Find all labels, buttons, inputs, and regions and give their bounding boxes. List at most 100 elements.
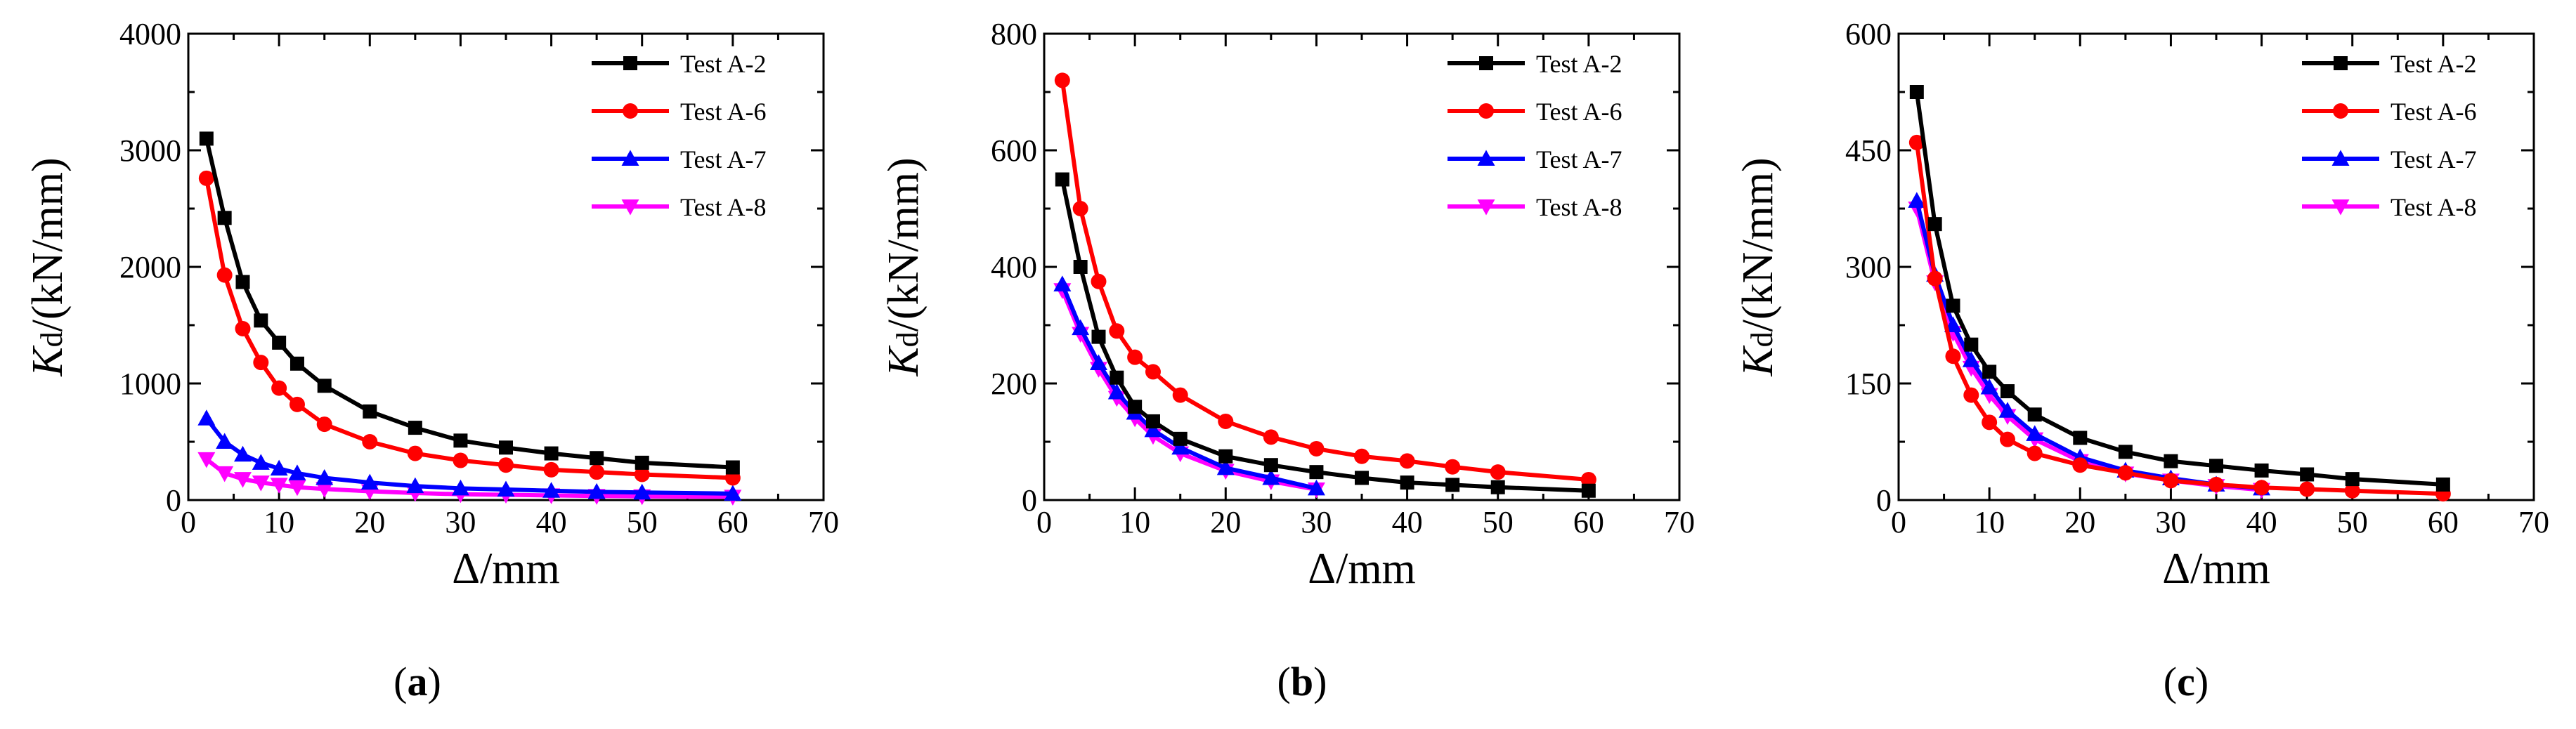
chart-b-data-point <box>1399 453 1415 469</box>
chart-a-series-line <box>204 416 733 496</box>
chart-a-data-point <box>316 482 334 498</box>
chart-c-data-point <box>1963 387 1979 403</box>
chart-a: 0 10 20 30 40 50 60 70 0 1000 2000 3000 4000 Δ/mm Kd/(… <box>24 17 839 704</box>
chart-a-x-tick-label: 60 <box>717 505 748 539</box>
chart-c-data-point <box>2072 457 2088 473</box>
chart-c-caption: (c) <box>2164 659 2209 704</box>
chart-a-data-point <box>499 440 513 455</box>
chart-a-x-tick-label: 30 <box>445 505 476 539</box>
chart-a-data-point <box>543 461 559 478</box>
chart-c-y-tick-label: 600 <box>1845 17 1892 51</box>
chart-c-data-point <box>2027 445 2043 461</box>
chart-b-x-axis-label: Δ/mm <box>1308 545 1416 593</box>
chart-b-data-point <box>1109 323 1125 339</box>
chart-a-data-point <box>725 460 740 475</box>
chart-a-caption-letter: a <box>408 659 428 704</box>
chart-a-data-point <box>451 479 469 496</box>
chart-a-data-point <box>407 445 423 461</box>
chart-a-x-tick-label: 20 <box>354 505 385 539</box>
chart-c-x-tick-label: 20 <box>2064 505 2095 539</box>
chart-c-data-point <box>2118 445 2133 459</box>
chart-a-data-point <box>453 433 468 448</box>
chart-a-data-point <box>363 404 377 419</box>
chart-a-x-tick-label: 40 <box>536 505 567 539</box>
chart-a-data-point <box>216 466 234 482</box>
chart-b-data-point <box>1400 475 1414 490</box>
chart-b-legend-label: Test A-6 <box>1536 98 1622 126</box>
chart-c-data-point <box>1999 431 2015 447</box>
chart-b-y-tick-label: 400 <box>991 250 1037 284</box>
chart-a-x-tick-label: 50 <box>627 505 658 539</box>
chart-b-x-tick-label: 70 <box>1664 505 1695 539</box>
chart-a-data-point <box>233 472 252 488</box>
chart-c-data-point <box>1927 270 1943 287</box>
chart-c-data-point <box>1962 351 1980 367</box>
chart-c-data-point <box>2027 407 2042 422</box>
chart-c-legend: Test A-2 Test A-6 Test A-7 Test A-8 <box>2302 50 2476 221</box>
chart-a-data-point <box>544 446 559 461</box>
chart-b-data-point <box>1072 319 1090 336</box>
chart-b-data-point <box>1309 465 1324 480</box>
chart-c-legend-marker <box>2331 199 2350 216</box>
chart-b-y-axis-label: Kd/(kN/mm) <box>880 157 928 376</box>
chart-b-legend: Test A-2 Test A-6 Test A-7 Test A-8 <box>1448 50 1622 221</box>
chart-c-data-point <box>1909 85 1924 99</box>
chart-b-legend-marker <box>1478 103 1494 119</box>
chart-c-data-point <box>1927 217 1942 232</box>
chart-c-data-point <box>2253 480 2270 496</box>
chart-b-legend-marker <box>1479 56 1493 70</box>
chart-b-y-tick-label: 200 <box>991 367 1037 401</box>
chart-a-data-point <box>498 457 514 473</box>
chart-c-x-tick-label: 40 <box>2246 505 2277 539</box>
chart-a-y-tick-label: 1000 <box>119 367 181 401</box>
chart-a-data-point <box>233 445 252 462</box>
chart-c-data-point <box>1908 134 1925 150</box>
chart-a-data-point <box>197 452 216 468</box>
chart-b-series-test-a-2 <box>1055 172 1596 498</box>
chart-a-data-point <box>252 475 270 492</box>
chart-c-data-point <box>2435 477 2450 492</box>
chart-b-data-point <box>1171 438 1190 455</box>
chart-c-x-tick-label: 70 <box>2518 505 2549 539</box>
chart-a-legend-label: Test A-6 <box>680 98 766 126</box>
chart-a-x-axis-label: Δ/mm <box>452 545 560 593</box>
chart-b-data-point <box>1053 275 1072 291</box>
chart-a-series-test-a-7 <box>197 409 742 501</box>
chart-b-x-tick-label: 30 <box>1301 505 1332 539</box>
chart-b-x-tick-label: 20 <box>1210 505 1241 539</box>
chart-a-data-point <box>216 267 233 283</box>
chart-a-legend: Test A-2 Test A-6 Test A-7 Test A-8 <box>592 50 766 221</box>
chart-a-y-tick-label: 2000 <box>119 250 181 284</box>
chart-b-caption-close: ) <box>1313 659 1327 704</box>
chart-c-series-test-a-6 <box>1908 134 2451 502</box>
chart-a-legend-label: Test A-7 <box>680 145 766 173</box>
chart-b-y-tick-label: 600 <box>991 133 1037 168</box>
chart-b-caption-letter: b <box>1291 659 1313 704</box>
chart-c-data-point <box>2300 467 2315 482</box>
chart-b-legend-label: Test A-2 <box>1536 50 1622 78</box>
chart-b-data-point <box>1073 260 1088 274</box>
chart-a-x-tick-label: 0 <box>181 505 196 539</box>
chart-c-data-point <box>2117 465 2133 481</box>
chart-a-x-tick-label: 70 <box>808 505 839 539</box>
chart-b-data-point <box>1145 364 1161 380</box>
chart-c-legend-label: Test A-7 <box>2390 145 2476 173</box>
chart-b-legend-label: Test A-7 <box>1536 145 1622 173</box>
chart-a-data-point <box>362 434 378 449</box>
chart-c-data-point <box>2345 472 2360 487</box>
chart-b-data-point <box>1173 431 1188 446</box>
chart-a-x-tick-label: 10 <box>264 505 294 539</box>
chart-c-data-point <box>2026 425 2044 441</box>
chart-b-data-point <box>1218 413 1234 429</box>
chart-b-series-line <box>1060 178 1589 493</box>
chart-a-data-point <box>288 480 306 497</box>
chart-b-caption-open: ( <box>1277 659 1291 704</box>
chart-a-data-point <box>288 464 306 480</box>
chart-b-data-point <box>1144 421 1162 438</box>
chart-a-data-point <box>589 464 605 480</box>
chart-a-data-point <box>633 483 651 500</box>
chart-b-y-axis-label-subscript: d <box>890 331 925 347</box>
chart-b-data-point <box>1445 478 1460 492</box>
chart-b-y-tick-label: 800 <box>991 17 1037 51</box>
chart-c-data-point <box>1946 298 1960 313</box>
